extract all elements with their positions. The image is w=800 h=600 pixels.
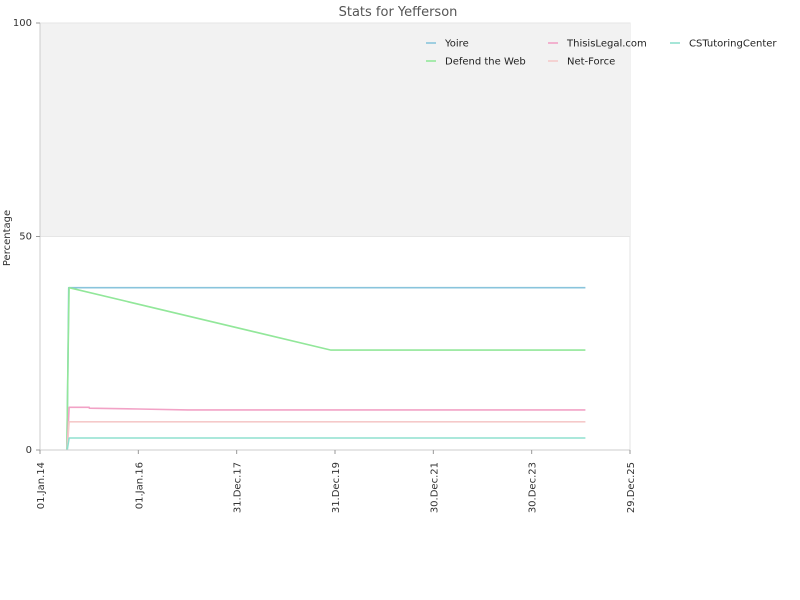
- x-tick-label: 31.Dec.17: [233, 462, 244, 513]
- legend: Yoire Defend the Web ThisisLegal.com Net-Fo…: [426, 39, 777, 68]
- x-tick-label: 30.Dec.21: [429, 462, 440, 513]
- legend-label: ThisisLegal.com: [566, 39, 647, 50]
- legend-label: CSTutoringCenter: [689, 39, 777, 50]
- series-layer: [66, 286, 586, 451]
- chart-title: Stats for Yefferson: [339, 5, 458, 20]
- x-ticks: 01.Jan.14 01.Jan.16 31.Dec.17 31.Dec.19 30.D…: [36, 450, 637, 513]
- series-line-2: [66, 406, 586, 451]
- legend-label: Net-Force: [567, 57, 615, 68]
- y-tick-label: 50: [19, 232, 32, 243]
- x-tick-label: 31.Dec.19: [331, 462, 342, 513]
- shaded-band: [40, 23, 630, 237]
- y-ticks: 0 50 100: [13, 18, 40, 456]
- series-line-1: [66, 286, 586, 451]
- x-tick-label: 01.Jan.16: [134, 462, 145, 509]
- y-tick-label: 0: [26, 445, 32, 456]
- x-tick-label: 29.Dec.25: [626, 462, 637, 513]
- legend-label: Defend the Web: [445, 57, 526, 68]
- y-tick-label: 100: [13, 18, 32, 29]
- y-axis-label: Percentage: [2, 210, 13, 266]
- series-line-3: [66, 421, 586, 451]
- legend-label: Yoire: [444, 39, 469, 50]
- series-line-4: [66, 437, 586, 451]
- x-tick-label: 01.Jan.14: [36, 462, 47, 509]
- x-tick-label: 30.Dec.23: [528, 462, 539, 513]
